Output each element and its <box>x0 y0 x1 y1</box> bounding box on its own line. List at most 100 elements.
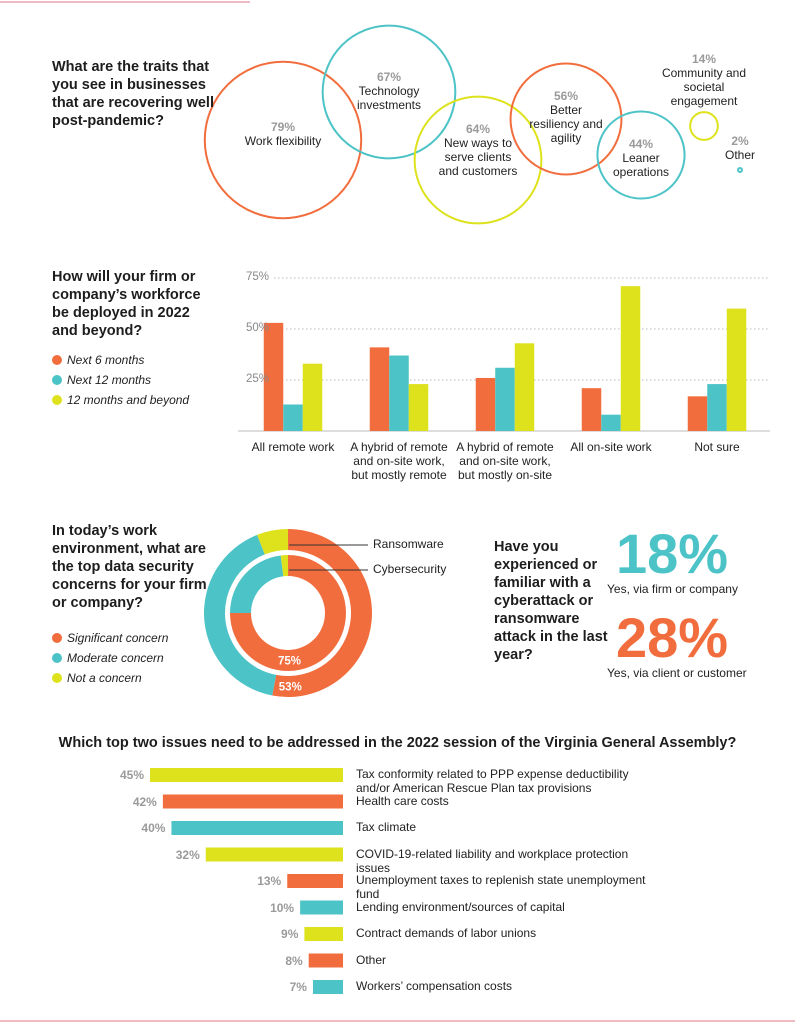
bar <box>171 821 343 835</box>
chart-title: Which top two issues need to be addresse… <box>58 735 737 751</box>
x-tick-label: All on-site work <box>570 440 652 454</box>
bubble-value-label: 79% <box>270 120 296 134</box>
chart-title: In today’s work environment, what are th… <box>52 523 207 611</box>
bubble-value-label: 44% <box>628 137 654 151</box>
donut-segment <box>257 529 288 555</box>
bar <box>283 404 303 431</box>
bubble-label: 56% Better resiliency and agility <box>526 89 606 145</box>
value-label: 10% <box>270 900 295 915</box>
value-label: 42% <box>132 794 157 809</box>
bar <box>495 367 515 431</box>
legend-swatch <box>52 673 62 683</box>
category-label: COVID-19-related liability and workplace… <box>356 846 629 875</box>
stat-value: 18% <box>616 522 729 585</box>
bar <box>162 794 343 809</box>
bar <box>369 347 390 431</box>
bar <box>302 363 323 431</box>
stat-label: Yes, via firm or company <box>607 582 738 596</box>
donut-segment <box>230 555 346 671</box>
legend-swatch <box>52 653 62 663</box>
bar <box>308 953 343 968</box>
chart-title: What are the traits that you see in busi… <box>52 59 214 129</box>
value-label: 13% <box>257 874 282 888</box>
bubble-label: 64% New ways to serve clients and custome… <box>438 122 518 178</box>
bar <box>205 847 343 862</box>
legend-swatch <box>52 633 62 643</box>
bar <box>389 355 409 431</box>
bubble-label: 2% Other <box>718 134 762 162</box>
category-label: Tax climate <box>356 820 417 834</box>
donut-segment <box>280 555 288 577</box>
y-tick-label: 25% <box>246 373 270 385</box>
stat-value: 28% <box>616 606 729 669</box>
bar <box>150 768 343 782</box>
x-tick-label: All remote work <box>251 440 335 454</box>
bubble-value-label: 64% <box>465 122 491 136</box>
bubble-label: 44% Leaner operations <box>601 137 681 179</box>
category-label: Health care costs <box>356 793 449 808</box>
bar <box>601 414 621 431</box>
bar <box>263 322 284 431</box>
bubble-label: 14% Community and societal engagement <box>658 52 750 108</box>
bubble-value-label: 2% <box>731 134 749 148</box>
bar <box>287 874 343 888</box>
legend-swatch <box>52 395 62 405</box>
legend-label: Not a concern <box>67 671 142 685</box>
ring-label: Cybersecurity <box>373 562 447 576</box>
category-label: Contract demands of labor unions <box>356 926 537 940</box>
bubble <box>203 60 363 220</box>
category-label: Unemployment taxes to replenish state un… <box>356 873 646 901</box>
bubble-category-label: Better resiliency and agility <box>529 103 603 145</box>
bar <box>475 377 496 431</box>
value-label: 8% <box>285 953 303 968</box>
legend-label: 12 months and beyond <box>67 393 190 407</box>
bubble <box>737 167 743 173</box>
chart-title: Have you experienced or familiar with a … <box>494 539 608 663</box>
bubble <box>509 62 623 176</box>
bubble <box>596 110 686 200</box>
value-label: 32% <box>175 847 200 862</box>
bar <box>312 980 343 994</box>
legend-swatch <box>52 355 62 365</box>
category-label: Tax conformity related to PPP expense de… <box>356 767 629 795</box>
donut-segment <box>272 529 373 698</box>
donut-value-label: 53% <box>279 681 302 693</box>
x-tick-label: A hybrid of remote and on-site work, but… <box>350 440 448 482</box>
bar <box>581 388 602 431</box>
legend-label: Next 12 months <box>67 373 152 387</box>
bubble-value-label: 67% <box>376 70 402 84</box>
bubble-label: 67% Technology investments <box>344 70 434 112</box>
donut-segment <box>230 555 284 613</box>
donut-value-label: 75% <box>278 655 301 667</box>
legend-swatch <box>52 375 62 385</box>
y-tick-label: 75% <box>246 271 270 283</box>
bar <box>408 384 429 431</box>
bubble-category-label: Community and societal engagement <box>661 66 747 108</box>
value-label: 40% <box>141 821 166 835</box>
legend-label: Moderate concern <box>67 651 164 665</box>
bubble-category-label: New ways to serve clients and customers <box>438 136 518 178</box>
bubble-label: 79% Work flexibility <box>243 120 323 148</box>
value-label: 7% <box>289 980 307 994</box>
y-tick-label: 50% <box>246 322 270 334</box>
bubble-category-label: Technology investments <box>356 84 422 112</box>
bar <box>620 286 641 431</box>
bubble-value-label: 56% <box>553 89 579 103</box>
bar <box>514 343 535 431</box>
value-label: 9% <box>281 927 299 941</box>
bar <box>726 308 747 431</box>
donut-segment <box>204 534 277 696</box>
bar <box>687 396 708 431</box>
bar <box>304 927 343 941</box>
bubble <box>321 24 457 160</box>
ring-label: Ransomware <box>373 537 444 551</box>
bar <box>707 384 727 431</box>
bubble <box>689 111 719 141</box>
legend-label: Significant concern <box>67 631 169 645</box>
category-label: Lending environment/sources of capital <box>356 899 565 914</box>
legend-label: Next 6 months <box>67 353 145 367</box>
category-label: Workers’ compensation costs <box>356 979 513 993</box>
value-label: 45% <box>119 768 144 782</box>
